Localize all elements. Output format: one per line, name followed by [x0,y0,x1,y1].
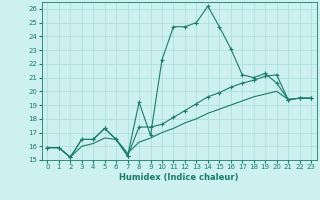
X-axis label: Humidex (Indice chaleur): Humidex (Indice chaleur) [119,173,239,182]
